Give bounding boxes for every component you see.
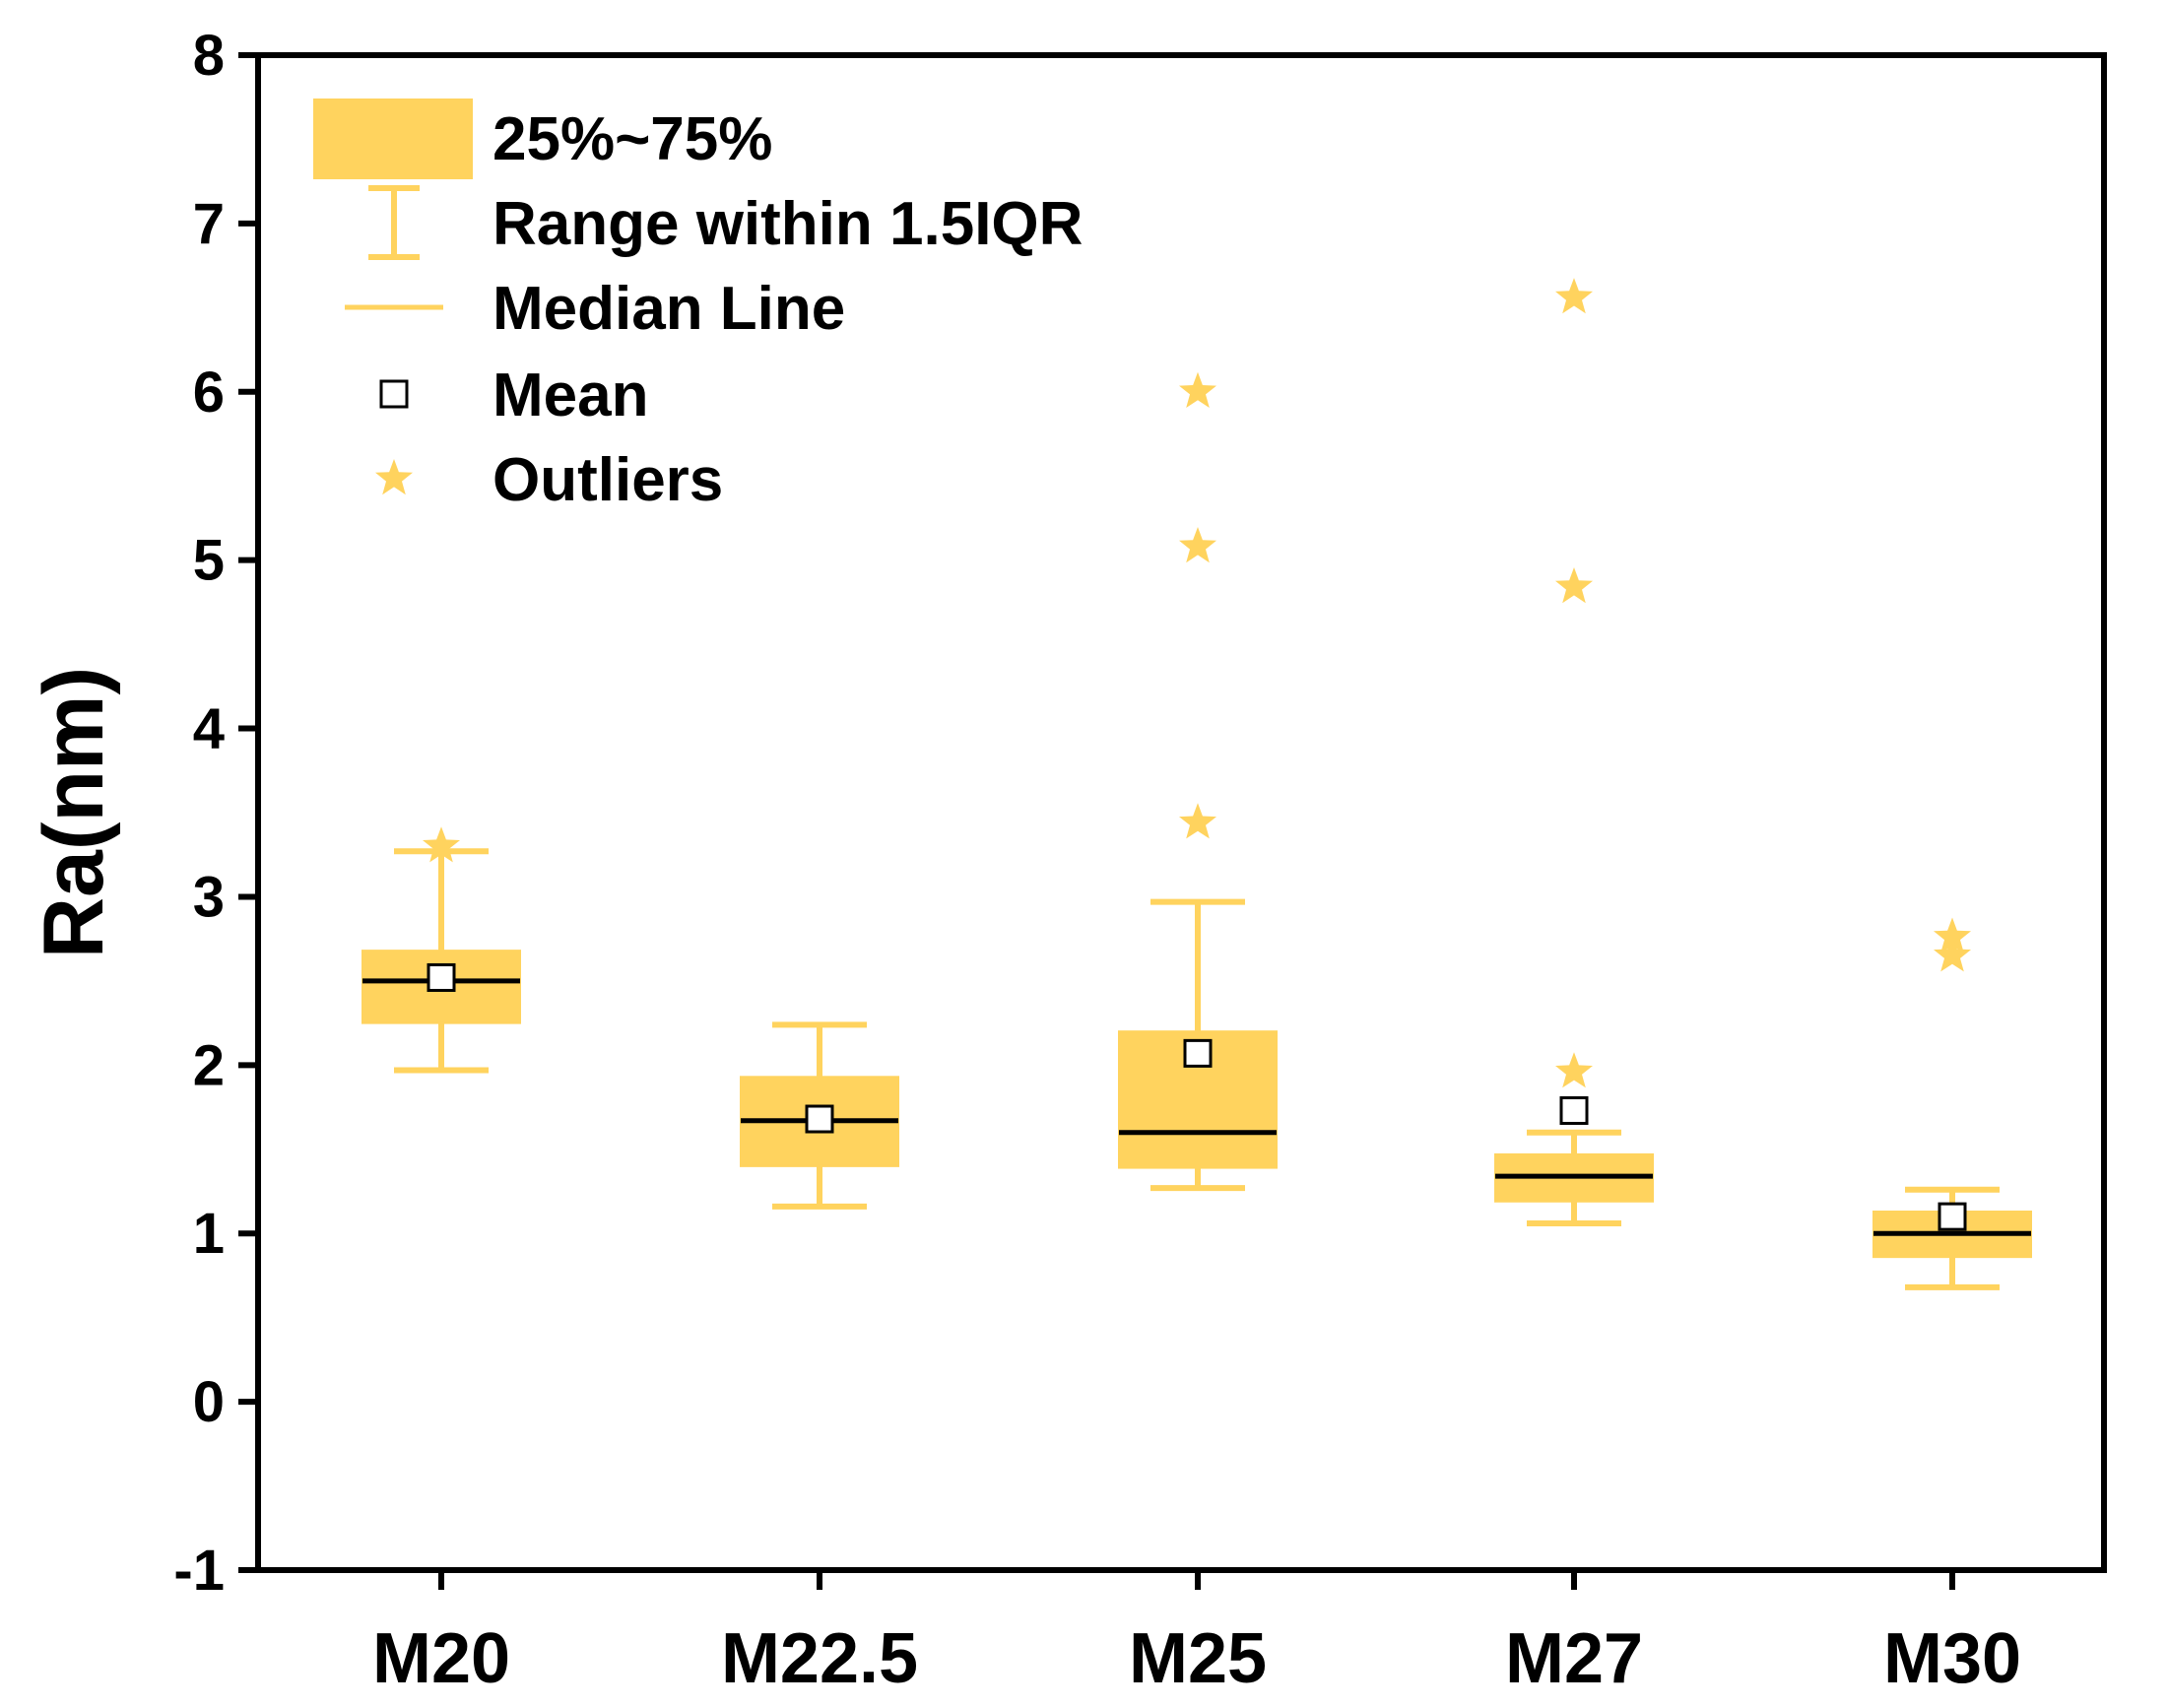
- outlier-star: [1934, 936, 1971, 972]
- legend-entry-box: 25%~75%: [313, 99, 772, 179]
- y-tick-label: 3: [193, 865, 225, 929]
- outlier-star: [423, 826, 460, 863]
- y-tick-label: -1: [173, 1539, 225, 1603]
- legend-outlier-swatch: [375, 459, 413, 495]
- mean-marker: [805, 1104, 834, 1134]
- legend-label: Mean: [493, 361, 648, 429]
- x-tick-label: M30: [1883, 1619, 2021, 1698]
- y-tick-label: 6: [193, 361, 225, 425]
- legend-entry-median: Median Line: [345, 275, 845, 343]
- legend-entry-outlier: Outliers: [375, 446, 723, 514]
- legend: 25%~75% Range within 1.5IQR Median Line Mea…: [313, 99, 1083, 514]
- x-tick-label: M20: [372, 1619, 510, 1698]
- outlier-star: [1934, 917, 1971, 953]
- box-group-m22-5: [740, 1021, 899, 1210]
- plot-frame: [255, 52, 2107, 1573]
- x-tick-label: M25: [1129, 1619, 1267, 1698]
- x-tick-label: M22.5: [721, 1619, 918, 1698]
- legend-entry-mean: Mean: [379, 361, 648, 429]
- mean-marker: [427, 962, 456, 992]
- y-tick-label: 7: [193, 192, 225, 256]
- x-tick-label: M27: [1505, 1619, 1643, 1698]
- box-group-m25: [1118, 371, 1278, 1192]
- legend-box-swatch: [313, 99, 473, 179]
- legend-label: 25%~75%: [493, 105, 772, 173]
- box-group-m30: [1872, 917, 2032, 1290]
- legend-label: Median Line: [493, 275, 845, 343]
- y-tick-label: 4: [193, 697, 225, 761]
- y-tick-label: 0: [193, 1370, 225, 1434]
- legend-mean-swatch: [379, 379, 409, 409]
- mean-marker: [1938, 1202, 1967, 1231]
- plot-area: [361, 278, 2032, 1290]
- legend-label: Range within 1.5IQR: [493, 190, 1083, 258]
- mean-marker: [1559, 1095, 1589, 1125]
- axes: -1 0 1 2 3 4 5 6 7 8 M20 M22.5 M25 M27 M30: [173, 24, 2021, 1698]
- box-group-m20: [361, 826, 521, 1074]
- y-tick-label: 2: [193, 1033, 225, 1097]
- y-tick-label: 1: [193, 1202, 225, 1266]
- y-tick-label: 5: [193, 529, 225, 593]
- outlier-star: [1179, 371, 1216, 408]
- y-axis-label: Ra(nm): [27, 667, 121, 958]
- legend-entry-whisker: Range within 1.5IQR: [368, 185, 1083, 260]
- outlier-star: [1555, 1052, 1593, 1088]
- y-tick-label: 8: [193, 24, 225, 88]
- legend-label: Outliers: [493, 446, 723, 514]
- outlier-star: [1555, 278, 1593, 314]
- outlier-star: [1179, 527, 1216, 563]
- outlier-star: [1555, 567, 1593, 604]
- box-group-m27: [1494, 278, 1654, 1226]
- outlier-star: [1179, 803, 1216, 839]
- mean-marker: [1183, 1038, 1213, 1068]
